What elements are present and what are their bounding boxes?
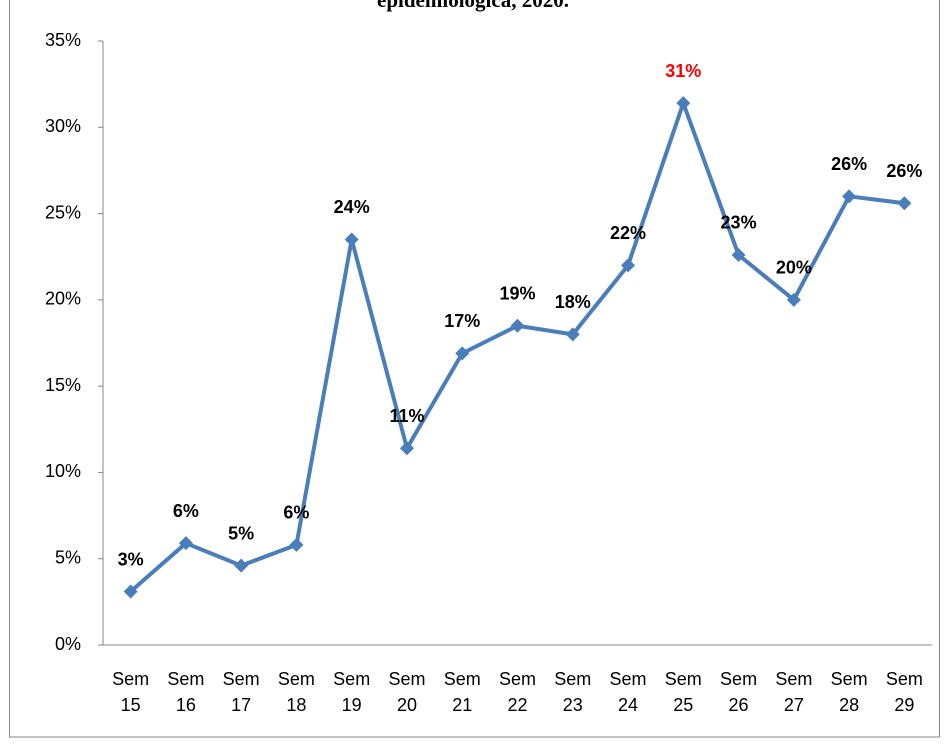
y-tick-label: 5% (55, 547, 81, 567)
marker (786, 292, 801, 307)
data-label: 23% (721, 213, 757, 233)
y-tick-label: 30% (45, 116, 81, 136)
marker (676, 96, 691, 111)
marker (621, 258, 636, 273)
data-label: 19% (499, 283, 535, 303)
data-label: 18% (555, 292, 591, 312)
x-tick-label: Sem 17 (222, 669, 260, 715)
marker (842, 189, 857, 204)
x-tick-label: Sem 20 (388, 669, 426, 715)
data-label: 22% (610, 223, 646, 243)
x-tick-label: Sem 25 (664, 669, 702, 715)
data-label: 6% (173, 501, 199, 521)
data-label: 17% (444, 311, 480, 331)
y-tick-label: 20% (45, 289, 81, 309)
x-tick-label: Sem 24 (609, 669, 647, 715)
marker (123, 584, 138, 599)
marker (565, 327, 580, 342)
data-label: 3% (118, 549, 144, 569)
x-tick-label: Sem 26 (720, 669, 758, 715)
x-tick-label: Sem 27 (775, 669, 813, 715)
data-label: 31% (665, 61, 701, 81)
x-tick-label: Sem 23 (554, 669, 592, 715)
x-tick-label: Sem 28 (830, 669, 868, 715)
x-tick-label: Sem 16 (167, 669, 205, 715)
x-tick-label: Sem 18 (277, 669, 315, 715)
y-tick-label: 0% (55, 634, 81, 654)
x-tick-label: Sem 21 (443, 669, 481, 715)
y-tick-label: 15% (45, 375, 81, 395)
marker (510, 318, 525, 333)
marker (178, 536, 193, 551)
y-tick-label: 10% (45, 461, 81, 481)
data-label: 5% (228, 523, 254, 543)
data-label: 24% (334, 197, 370, 217)
x-tick-label: Sem 29 (885, 669, 923, 715)
x-tick-label: Sem 19 (333, 669, 371, 715)
data-label: 11% (389, 406, 424, 426)
data-label: 6% (283, 503, 309, 523)
marker (344, 232, 359, 247)
marker (455, 346, 470, 361)
marker (289, 537, 304, 552)
data-label: 20% (776, 258, 812, 278)
x-tick-label: Sem 22 (498, 669, 536, 715)
marker (897, 196, 912, 211)
marker (731, 247, 746, 262)
y-tick-label: 35% (45, 30, 81, 50)
marker (234, 558, 249, 573)
line (129, 101, 905, 594)
chart-title: epidemiológica, 2020. (377, 0, 569, 12)
data-label: 26% (831, 154, 867, 174)
data-label: 26% (886, 161, 922, 181)
marker (399, 441, 414, 456)
y-tick-label: 25% (45, 202, 81, 222)
chart-frame (9, 0, 940, 738)
x-tick-label: Sem 15 (112, 669, 150, 715)
